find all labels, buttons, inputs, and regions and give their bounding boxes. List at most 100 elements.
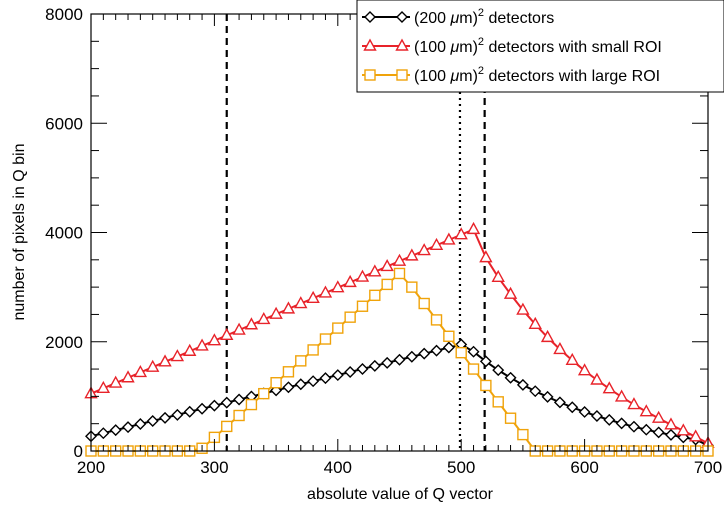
series-1-point bbox=[319, 372, 332, 385]
legend-label-part: m) bbox=[459, 39, 478, 56]
legend-label-part: detectors with large ROI bbox=[484, 68, 660, 85]
legend-label-part: 2 bbox=[478, 7, 484, 19]
legend-label-part: 2 bbox=[478, 65, 484, 77]
series-2-point bbox=[294, 296, 308, 309]
series-1-point bbox=[418, 347, 431, 360]
series-2-point bbox=[244, 317, 259, 330]
series-1-point bbox=[393, 353, 406, 366]
series-1-point bbox=[356, 362, 369, 375]
series-2-point bbox=[195, 338, 209, 351]
series-2-point bbox=[331, 280, 345, 293]
series-1-point bbox=[331, 369, 344, 382]
series-3-point bbox=[282, 366, 295, 378]
y-tick-label: 6000 bbox=[45, 114, 83, 133]
legend-marker bbox=[396, 11, 408, 23]
series-3-point bbox=[517, 428, 529, 441]
series-1-point bbox=[109, 424, 122, 437]
series-1-point bbox=[504, 371, 517, 384]
y-axis-label: number of pixels in Q bin bbox=[11, 144, 28, 321]
legend-label-part: detectors bbox=[484, 10, 554, 27]
series-2-point bbox=[540, 329, 555, 343]
series-2-point bbox=[627, 397, 641, 410]
series-3-point bbox=[381, 278, 393, 291]
series-2 bbox=[84, 221, 715, 449]
series-2-point bbox=[146, 359, 160, 372]
legend-label-part: m) bbox=[459, 68, 478, 85]
series-2-point bbox=[257, 312, 271, 325]
series-2-point bbox=[417, 243, 431, 256]
legend-marker bbox=[363, 38, 377, 51]
series-3-point bbox=[492, 396, 504, 408]
series-1-point bbox=[171, 408, 184, 421]
series-2-point bbox=[121, 370, 135, 383]
x-tick-label: 200 bbox=[77, 458, 105, 477]
series-3-point bbox=[295, 355, 307, 367]
series-3-point bbox=[233, 409, 245, 422]
series-1-point bbox=[183, 405, 196, 418]
series-2-point bbox=[466, 221, 481, 235]
series-3-point bbox=[356, 300, 369, 312]
series-3-point bbox=[319, 333, 332, 345]
series-1-point bbox=[664, 428, 677, 441]
series-3-point bbox=[467, 363, 480, 375]
series-1-point bbox=[479, 355, 492, 368]
series-3-point bbox=[369, 289, 381, 302]
series-2-point bbox=[454, 227, 468, 240]
series-2-point bbox=[503, 286, 518, 299]
series-2-point bbox=[491, 269, 505, 282]
series-1-point bbox=[134, 418, 147, 431]
series-2-point bbox=[133, 364, 148, 378]
series-1-point bbox=[492, 364, 505, 377]
legend-entry-2: (100 μm)2 detectors with small ROI bbox=[362, 36, 662, 56]
series-2-point bbox=[170, 349, 185, 362]
legend-box bbox=[356, 0, 724, 93]
legend-entry-1: (200 μm)2 detectors bbox=[362, 7, 554, 27]
series-2-point bbox=[108, 375, 123, 388]
y-tick-label: 8000 bbox=[45, 5, 83, 24]
series-3-point bbox=[245, 398, 258, 411]
y-tick-label: 0 bbox=[74, 442, 83, 461]
series-2-point bbox=[516, 302, 530, 315]
legend-label-part: μ bbox=[449, 39, 459, 56]
legend-label-part: 2 bbox=[478, 36, 484, 48]
series-1-point bbox=[97, 427, 110, 440]
x-tick-label: 400 bbox=[324, 458, 352, 477]
series-3-point bbox=[307, 344, 319, 356]
series-3-point bbox=[455, 346, 467, 359]
series-3-point bbox=[430, 314, 443, 326]
series-2-point bbox=[269, 306, 283, 319]
series-1-point bbox=[233, 393, 246, 406]
series-1-point bbox=[381, 356, 394, 369]
legend-label-part: (100 bbox=[414, 39, 450, 56]
series-2-point bbox=[676, 423, 691, 436]
series-1-point bbox=[615, 417, 628, 430]
series-2-point bbox=[614, 389, 629, 402]
series-2-point bbox=[343, 274, 357, 288]
series-2-point bbox=[553, 341, 567, 355]
series-2-point bbox=[590, 372, 604, 385]
series-2-point bbox=[281, 301, 296, 314]
series-2-point bbox=[565, 352, 579, 366]
series-1-point bbox=[122, 421, 135, 434]
series-1-point bbox=[442, 341, 455, 354]
series-2-point bbox=[405, 248, 419, 261]
legend-marker bbox=[395, 38, 409, 51]
series-1-point bbox=[529, 385, 542, 398]
legend-label-part: m) bbox=[459, 10, 478, 27]
x-tick-label: 600 bbox=[570, 458, 598, 477]
series-2-point bbox=[392, 253, 407, 266]
series-1-point bbox=[307, 375, 320, 388]
series-1-point bbox=[146, 414, 159, 427]
series-2-point bbox=[306, 290, 320, 303]
series-1-point bbox=[344, 366, 357, 379]
series-2-point bbox=[528, 316, 542, 329]
series-3-point bbox=[443, 330, 455, 342]
legend: (200 μm)2 detectors(100 μm)2 detectors w… bbox=[356, 0, 724, 93]
series-3-point bbox=[406, 281, 418, 293]
series-3-point bbox=[332, 322, 344, 334]
series-3-point bbox=[480, 379, 492, 392]
series-2-point bbox=[577, 363, 592, 376]
series-1-point bbox=[553, 396, 566, 409]
series-2-point bbox=[651, 410, 666, 423]
